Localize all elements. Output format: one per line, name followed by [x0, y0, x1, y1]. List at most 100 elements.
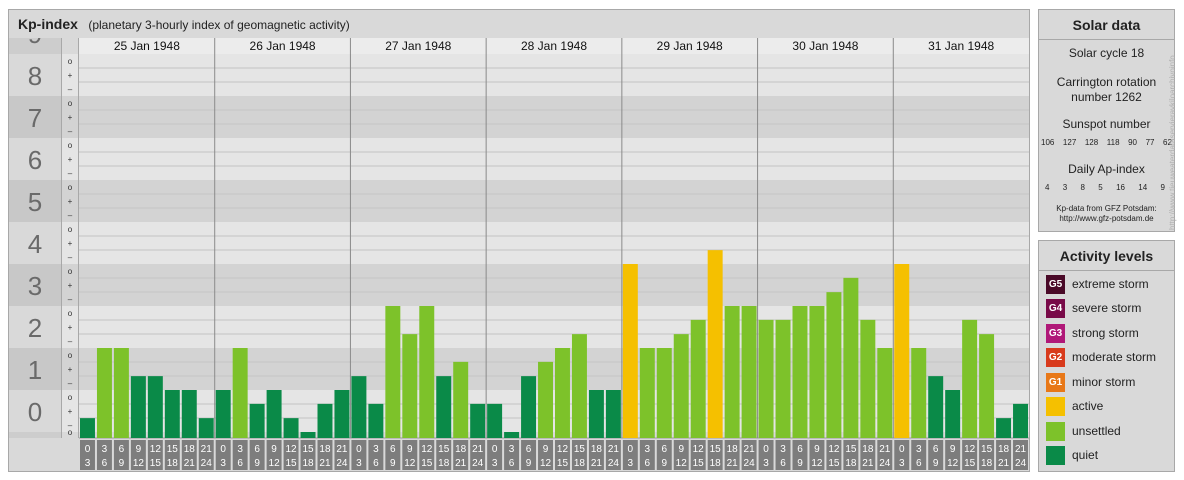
kp-bar	[911, 348, 927, 438]
hour-start-label: 0	[356, 444, 362, 455]
hour-end-label: 9	[119, 458, 125, 469]
hour-box	[605, 440, 621, 470]
y-minor-label: +	[68, 323, 73, 332]
hour-end-label: 18	[981, 458, 993, 469]
hour-end-label: 24	[1015, 458, 1027, 469]
y-minor-label: +	[68, 71, 73, 80]
hour-end-label: 3	[899, 458, 905, 469]
y-tick-label: 6	[28, 145, 42, 175]
kp-bar	[775, 319, 791, 438]
kp-band	[9, 222, 1029, 264]
hour-box	[622, 440, 638, 470]
kp-bar	[232, 348, 248, 438]
hour-box	[588, 440, 604, 470]
hour-box	[113, 440, 129, 470]
kp-bar	[639, 348, 655, 438]
y-minor-label: –	[68, 379, 73, 388]
hour-box	[690, 440, 706, 470]
hour-end-label: 21	[455, 458, 467, 469]
y-minor-label: –	[68, 253, 73, 262]
hour-box	[436, 440, 452, 470]
hour-box	[351, 440, 367, 470]
hour-box	[860, 440, 876, 470]
hour-box	[962, 440, 978, 470]
kp-bar	[945, 390, 961, 438]
chart-subtitle-text: (planetary 3-hourly index of geomagnetic…	[88, 18, 350, 32]
kp-chart: 25 Jan 1948 26 Jan 1948 27 Jan 1948 28 Jan …	[9, 38, 1029, 470]
hour-start-label: 0	[220, 444, 226, 455]
legend-swatch-active	[1046, 396, 1065, 416]
hour-end-label: 18	[167, 458, 179, 469]
activity-levels-panel: Activity levels G5 extreme storm G4 seve…	[1038, 240, 1175, 472]
y-minor-label: o	[68, 57, 73, 66]
data-source-link[interactable]: http://www.gfz-potsdam.de	[1059, 214, 1154, 223]
y-minor-label: o	[68, 351, 73, 360]
watermark-text: http://www.tieuweaterdataservieravkiloar…	[1168, 55, 1177, 230]
hour-end-label: 24	[472, 458, 484, 469]
carrington-rotation-line1: Carrington rotation	[1056, 75, 1157, 89]
kp-bar	[317, 403, 333, 438]
ap-index-values: 4 3 8 5 16 14 9	[1045, 183, 1165, 192]
y-axis-divider	[61, 38, 62, 438]
hour-box	[300, 440, 316, 470]
hour-start-label: 9	[543, 444, 549, 455]
hour-box	[1013, 440, 1028, 470]
sunspot-value: 62	[1163, 138, 1172, 147]
ap-value: 4	[1045, 183, 1050, 192]
hour-end-label: 15	[557, 458, 569, 469]
legend-swatch-g4: G4	[1046, 298, 1065, 318]
hour-start-label: 18	[184, 444, 196, 455]
hour-box	[504, 440, 520, 470]
hour-start-label: 9	[678, 444, 684, 455]
y-minor-label: –	[68, 169, 73, 178]
y-minor-label: o	[68, 225, 73, 234]
hour-end-label: 18	[302, 458, 314, 469]
day-label: 31 Jan 1948	[928, 39, 994, 53]
hour-box	[792, 440, 808, 470]
hour-end-label: 9	[390, 458, 396, 469]
hour-box	[639, 440, 655, 470]
hour-box	[571, 440, 587, 470]
hour-end-label: 6	[102, 458, 108, 469]
y-minor-label: +	[68, 197, 73, 206]
hour-end-label: 12	[404, 458, 416, 469]
hour-start-label: 21	[201, 444, 213, 455]
hour-end-label: 6	[916, 458, 922, 469]
hour-end-label: 3	[220, 458, 226, 469]
hour-end-label: 21	[184, 458, 196, 469]
kp-bar	[198, 418, 214, 438]
hour-end-label: 21	[998, 458, 1010, 469]
hour-start-label: 18	[998, 444, 1010, 455]
sunspot-value: 128	[1084, 138, 1099, 147]
hour-start-label: 6	[797, 444, 803, 455]
hour-start-label: 6	[119, 444, 125, 455]
hour-box	[911, 440, 927, 470]
hour-end-label: 21	[319, 458, 331, 469]
hour-box	[266, 440, 282, 470]
hour-end-label: 24	[201, 458, 213, 469]
hour-start-label: 12	[150, 444, 162, 455]
hour-end-label: 12	[269, 458, 281, 469]
hour-start-label: 21	[744, 444, 756, 455]
kp-bar	[266, 390, 282, 438]
legend-label: minor storm	[1072, 375, 1136, 389]
hour-start-label: 18	[319, 444, 331, 455]
kp-bar	[113, 348, 129, 438]
day-label: 30 Jan 1948	[792, 39, 858, 53]
hour-box	[758, 440, 774, 470]
hour-end-label: 15	[693, 458, 705, 469]
kp-bar	[605, 390, 621, 438]
hour-start-label: 18	[455, 444, 467, 455]
hour-box	[741, 440, 757, 470]
carrington-rotation-line2: number 1262	[1071, 90, 1142, 104]
kp-bar	[368, 403, 384, 438]
hour-end-label: 15	[964, 458, 976, 469]
hour-start-label: 21	[336, 444, 348, 455]
legend-item-unsettled: unsettled	[1046, 421, 1121, 441]
hour-start-label: 21	[608, 444, 620, 455]
legend-label: severe storm	[1072, 301, 1142, 315]
legend-item-active: active	[1046, 396, 1103, 416]
hour-start-label: 12	[828, 444, 840, 455]
day-label: 26 Jan 1948	[250, 39, 316, 53]
kp-band	[9, 264, 1029, 306]
